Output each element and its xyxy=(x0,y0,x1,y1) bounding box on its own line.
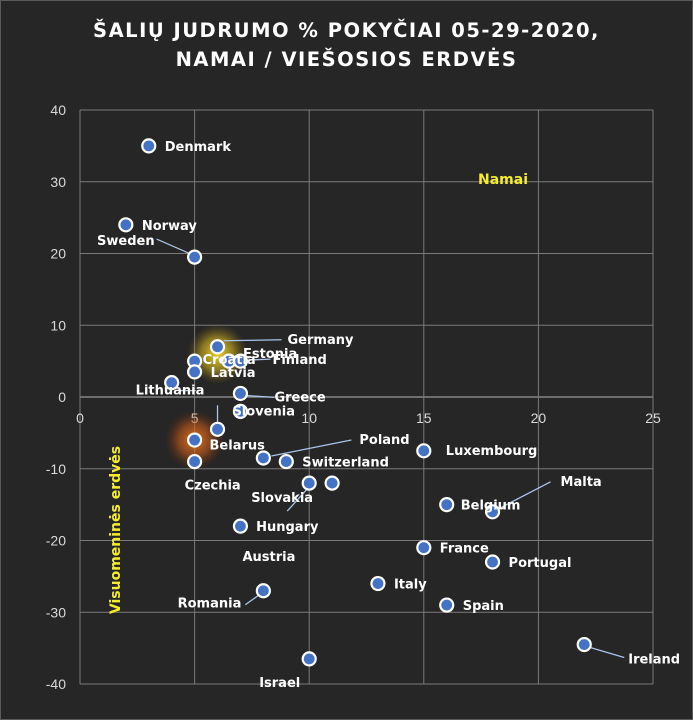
point-label: Germany xyxy=(288,333,354,348)
point-label: Estonia xyxy=(243,347,297,362)
data-point xyxy=(278,453,294,470)
y-tick-label: -20 xyxy=(46,533,66,549)
data-point xyxy=(439,497,455,513)
leader-line xyxy=(498,481,551,510)
data-point xyxy=(187,364,203,380)
data-point xyxy=(255,583,271,599)
point-label: Sweden xyxy=(97,234,155,249)
x-tick-label: 25 xyxy=(645,410,661,426)
point-label: Romania xyxy=(178,597,242,612)
data-point xyxy=(370,575,386,592)
x-tick-label: 15 xyxy=(416,410,432,426)
point-label: Greece xyxy=(274,390,325,405)
point-label: Croatia xyxy=(203,353,256,368)
tick-labels: -40-30-20-100102030400510152025 xyxy=(46,102,661,692)
point-label: Israel xyxy=(259,676,300,691)
data-point xyxy=(209,339,226,355)
point-label: Finland xyxy=(272,353,326,368)
grid-lines xyxy=(79,109,654,685)
leader-line xyxy=(156,238,189,254)
data-points xyxy=(118,138,592,667)
leader-line xyxy=(271,439,352,457)
leader-line xyxy=(244,594,260,606)
data-point xyxy=(324,475,340,491)
point-label: Ireland xyxy=(628,653,680,668)
y-tick-label: 30 xyxy=(50,174,66,190)
data-point xyxy=(141,138,157,154)
data-point xyxy=(439,597,455,613)
chart-title-line-2: NAMAI / VIEŠOSIOS ERDVĖS xyxy=(175,48,518,71)
data-point xyxy=(187,453,203,470)
y-tick-label: -40 xyxy=(46,676,66,692)
point-label: Italy xyxy=(394,578,427,593)
data-point xyxy=(232,353,249,369)
point-label: Czechia xyxy=(185,479,241,494)
y-tick-label: 0 xyxy=(58,389,66,405)
point-label: Slovenia xyxy=(232,404,295,419)
x-tick-label: 20 xyxy=(531,410,547,426)
point-label: Portugal xyxy=(509,556,572,571)
y-tick-label: -30 xyxy=(46,604,66,620)
data-point xyxy=(118,217,134,233)
leader-line xyxy=(244,394,275,399)
data-point xyxy=(232,403,249,419)
point-label: Switzerland xyxy=(302,456,389,471)
point-label: Luxembourg xyxy=(446,444,538,459)
data-point xyxy=(209,421,226,437)
leader-lines xyxy=(156,238,625,659)
y-tick-label: -10 xyxy=(46,461,66,477)
leader-line xyxy=(286,488,308,512)
point-label: Slovakia xyxy=(251,491,313,506)
data-point xyxy=(232,385,249,402)
data-point xyxy=(255,450,271,466)
data-point xyxy=(187,249,203,265)
data-point xyxy=(416,443,432,459)
point-label: Malta xyxy=(561,475,602,490)
data-point xyxy=(232,518,249,534)
data-point xyxy=(484,504,501,520)
point-label: Poland xyxy=(359,433,409,448)
x-tick-label: 10 xyxy=(301,410,317,426)
y-tick-label: 40 xyxy=(50,102,66,118)
leader-line xyxy=(590,646,625,659)
chart-title: ŠALIŲ JUDRUMO % POKYČIAI 05-29-2020, NAM… xyxy=(0,16,693,74)
point-label: Denmark xyxy=(165,140,232,155)
data-point xyxy=(484,554,501,570)
point-label: Latvia xyxy=(211,366,256,381)
data-point xyxy=(187,432,203,448)
data-point xyxy=(164,375,180,391)
annotation-visuomenines-erdves: Visuomeninės erdvės xyxy=(108,446,124,614)
data-point xyxy=(416,540,432,556)
point-label: France xyxy=(440,542,489,557)
data-point xyxy=(576,636,592,653)
point-label: Hungary xyxy=(256,520,319,535)
leader-line xyxy=(246,358,271,361)
point-label: Spain xyxy=(463,599,504,614)
y-tick-label: 20 xyxy=(50,246,66,262)
chart-title-line-1: ŠALIŲ JUDRUMO % POKYČIAI 05-29-2020, xyxy=(93,19,600,42)
x-tick-label: 0 xyxy=(76,410,84,426)
data-point xyxy=(301,475,317,491)
point-label: Austria xyxy=(242,550,295,565)
y-tick-label: 10 xyxy=(50,317,66,333)
point-label: Norway xyxy=(142,219,198,234)
annotation-namai: Namai xyxy=(478,172,528,188)
point-label: Belgium xyxy=(461,499,521,514)
point-label: Belarus xyxy=(210,438,266,453)
data-point xyxy=(301,651,317,667)
point-label: Lithuania xyxy=(136,384,205,399)
leader-line xyxy=(223,339,282,342)
